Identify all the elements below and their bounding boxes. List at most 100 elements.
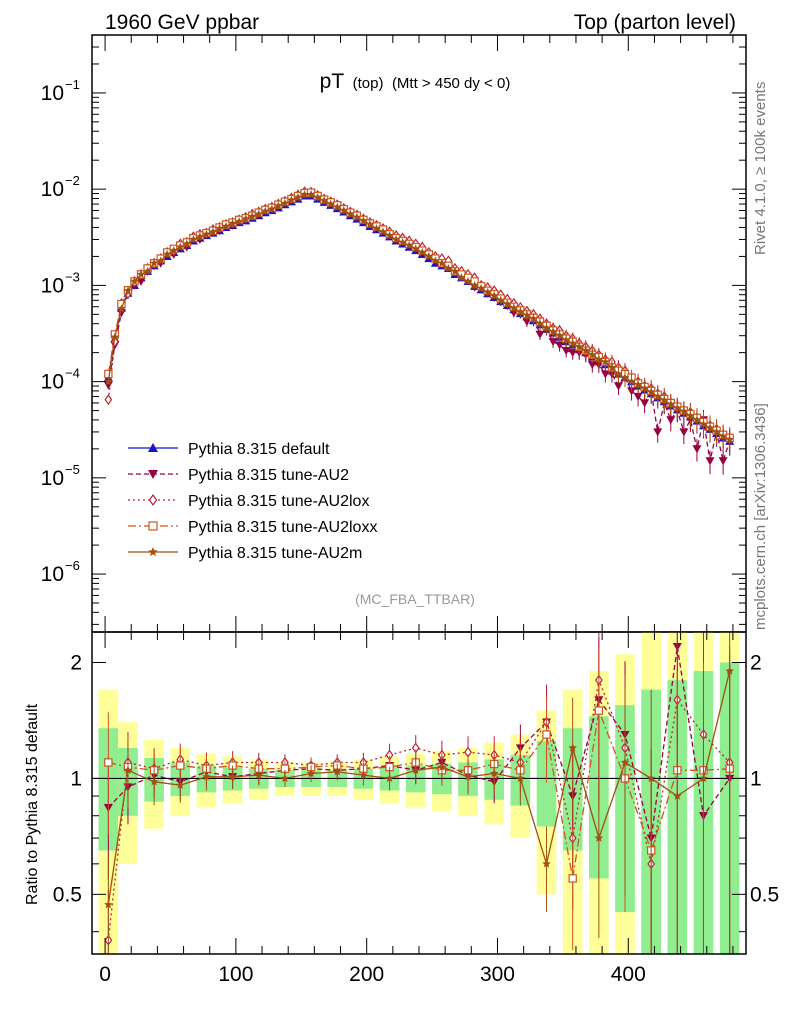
legend-item: Pythia 8.315 tune-AU2 — [128, 467, 349, 484]
series-line — [107, 191, 730, 439]
ratio-point — [542, 730, 551, 739]
main-panel: 10−610−510−410−310−210−1 pT (top) (Mtt >… — [41, 34, 747, 633]
ratio-y-tick-label-right: 0.5 — [750, 883, 779, 906]
data-point — [202, 229, 211, 238]
ratio-point — [411, 765, 420, 774]
data-point — [463, 276, 473, 285]
data-point — [633, 380, 643, 389]
data-point — [588, 350, 597, 359]
data-point — [287, 195, 296, 204]
data-point — [326, 199, 335, 208]
ratio-point — [489, 769, 499, 778]
legend-label: Pythia 8.315 default — [188, 441, 330, 458]
data-point — [561, 347, 571, 356]
data-point — [679, 406, 689, 416]
main-frame — [91, 34, 747, 633]
series-3 — [104, 186, 734, 453]
data-point — [548, 338, 558, 347]
data-point — [470, 280, 479, 289]
data-point — [627, 387, 637, 396]
data-point — [110, 332, 120, 341]
data-point — [718, 457, 728, 466]
header-left: 1960 GeV ppbar — [105, 11, 259, 34]
ratio-y-tick-label-right: 1 — [750, 767, 762, 790]
series-line — [107, 191, 730, 439]
plot-title-sub: (top) — [353, 75, 384, 92]
y-tick-label: 10 — [41, 178, 64, 201]
data-point — [123, 286, 133, 295]
legend-marker — [148, 547, 158, 556]
ratio-point — [202, 772, 211, 781]
data-point — [143, 266, 152, 275]
data-point — [104, 377, 113, 386]
data-point — [130, 276, 139, 285]
plot-title-main: pT — [320, 70, 345, 93]
data-point — [104, 394, 113, 406]
y-tick-label: 10 — [41, 467, 64, 490]
data-point — [398, 237, 407, 246]
data-point — [444, 263, 453, 273]
legend-marker — [148, 443, 158, 452]
data-point — [136, 269, 146, 279]
data-point — [306, 190, 316, 199]
data-point — [267, 204, 277, 213]
plot-title-cut: (Mtt > 450 dy < 0) — [392, 75, 510, 92]
data-point — [600, 370, 610, 379]
x-tick-label: 300 — [480, 963, 515, 986]
ratio-point — [594, 833, 604, 842]
data-point — [195, 232, 205, 241]
ratio-y-tick-label: 2 — [70, 651, 82, 674]
data-point — [555, 341, 565, 350]
ratio-point — [280, 773, 290, 783]
band-inner — [536, 741, 557, 827]
data-point — [640, 383, 649, 392]
y-tick-label: 10 — [41, 82, 64, 105]
ratio-point — [228, 772, 237, 781]
data-point — [660, 395, 669, 404]
main-y-axis: 10−610−510−410−310−210−1 — [41, 34, 746, 625]
legend-item: Pythia 8.315 tune-AU2m — [128, 545, 362, 562]
ratio-y-tick-label: 1 — [70, 767, 82, 790]
rivet-version-label: Rivet 4.1.0, ≥ 100k events — [752, 82, 769, 255]
y-tick-exponent: −6 — [65, 558, 80, 573]
main-series-layer — [103, 186, 735, 475]
data-point — [156, 256, 165, 265]
main-x-ticks — [104, 35, 734, 632]
legend-label: Pythia 8.315 tune-AU2loxx — [188, 519, 377, 536]
data-point — [208, 227, 218, 236]
data-point — [653, 428, 663, 437]
data-point — [712, 427, 721, 436]
data-point — [535, 319, 545, 328]
plot-title: pT (top) (Mtt > 450 dy < 0) — [320, 70, 511, 93]
data-point — [568, 349, 578, 358]
ratio-point — [333, 767, 342, 776]
data-point — [561, 335, 571, 344]
ratio-point — [725, 666, 734, 675]
ratio-point — [516, 773, 525, 783]
ratio-point — [620, 758, 630, 767]
legend: Pythia 8.315 default Pythia 8.315 tune-AU… — [128, 441, 377, 562]
ratio-point — [176, 780, 185, 789]
ratio-series-4 — [104, 632, 734, 954]
data-point — [575, 342, 584, 351]
data-point — [476, 283, 486, 293]
data-point — [489, 291, 499, 300]
ratio-y-tick-label: 0.5 — [53, 883, 82, 906]
ratio-y-axis: 0.5 0.5 1 1 2 2 — [53, 651, 779, 933]
data-point — [431, 256, 440, 265]
data-point — [692, 415, 702, 424]
data-point — [248, 212, 257, 221]
legend-label: Pythia 8.315 tune-AU2m — [188, 545, 362, 562]
ratio-y-tick-label-right: 2 — [750, 651, 762, 674]
data-point — [568, 338, 577, 347]
header-right: Top (parton level) — [574, 11, 736, 34]
y-tick-label: 10 — [41, 563, 64, 586]
y-tick-label: 10 — [41, 371, 64, 394]
ratio-point — [104, 758, 113, 767]
data-point — [535, 330, 545, 339]
data-point — [261, 206, 270, 215]
series-4 — [104, 188, 734, 453]
data-point — [627, 377, 636, 386]
data-point — [457, 273, 466, 282]
